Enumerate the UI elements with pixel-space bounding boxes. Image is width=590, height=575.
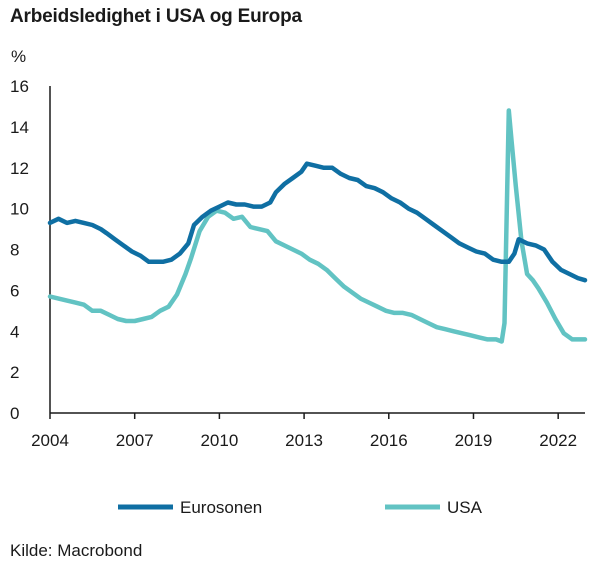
y-tick-label: 14: [10, 118, 29, 137]
y-tick-label: 4: [10, 322, 19, 341]
x-tick-label: 2013: [285, 431, 323, 450]
y-axis-unit-label: %: [11, 47, 26, 66]
y-tick-label: 16: [10, 77, 29, 96]
y-tick-label: 0: [10, 404, 19, 423]
y-tick-label: 12: [10, 159, 29, 178]
y-tick-label: 10: [10, 200, 29, 219]
y-tick-label: 6: [10, 281, 19, 300]
x-tick-label: 2019: [455, 431, 493, 450]
x-tick-label: 2004: [31, 431, 69, 450]
y-tick-label: 8: [10, 241, 19, 260]
source-note: Kilde: Macrobond: [10, 541, 143, 560]
x-tick-label: 2007: [116, 431, 154, 450]
series-line-usa: [47, 108, 588, 344]
legend-label-eurosonen: Eurosonen: [180, 498, 262, 517]
legend: Eurosonen USA: [118, 498, 483, 517]
y-axis-ticks: 0 2 4 6 8 10 12 14 16: [10, 77, 29, 423]
x-tick-label: 2022: [539, 431, 577, 450]
x-axis-ticks: 2004 2007 2010 2013 2016 2019 2022: [31, 413, 577, 450]
y-tick-label: 2: [10, 363, 19, 382]
series-line-eurosonen: [47, 161, 588, 283]
chart-title: Arbeidsledighet i USA og Europa: [10, 6, 302, 27]
series-lines: [47, 108, 588, 344]
x-tick-label: 2016: [370, 431, 408, 450]
x-tick-label: 2010: [200, 431, 238, 450]
legend-label-usa: USA: [447, 498, 483, 517]
